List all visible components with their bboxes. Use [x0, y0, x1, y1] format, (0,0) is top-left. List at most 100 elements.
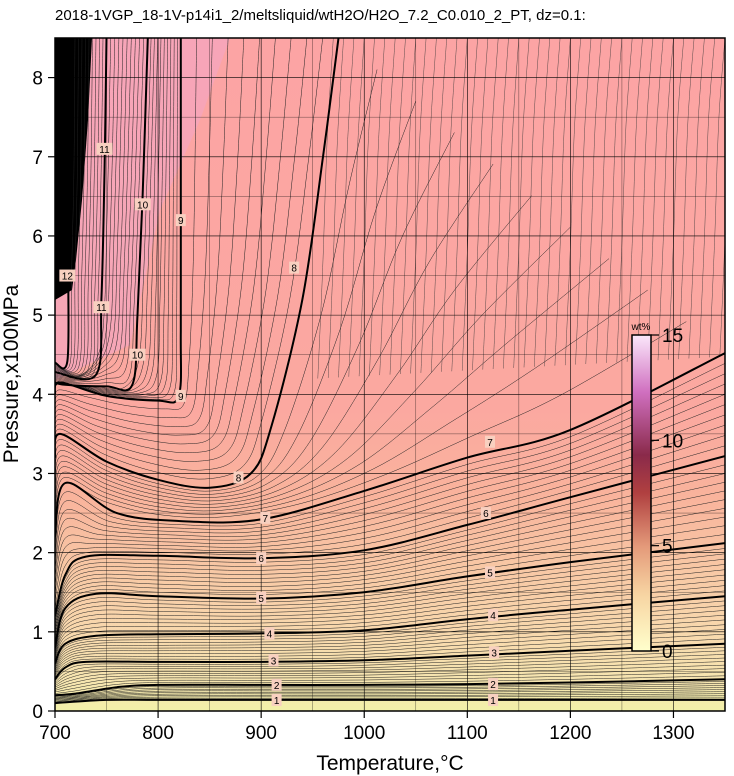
- contour-label-bg: [260, 511, 271, 524]
- contour-label-bg: [93, 301, 110, 314]
- contour-label-7: 7: [487, 438, 493, 449]
- fine-contour: [441, 38, 458, 372]
- colorbar-tick-label: 0: [662, 642, 673, 663]
- fine-contour: [55, 195, 532, 505]
- fine-contour: [55, 38, 132, 381]
- fine-contour: [626, 38, 643, 362]
- fine-contour: [55, 580, 725, 659]
- fine-contour: [317, 38, 334, 379]
- fine-contour: [55, 499, 725, 632]
- y-tick-label: 2: [32, 544, 43, 565]
- chart-title: 2018-1VGP_18-1V-p14i1_2/meltsliquid/wtH2…: [55, 7, 586, 24]
- colorbar-tick-label: 15: [662, 326, 683, 347]
- contour-label-4: 4: [267, 629, 273, 640]
- contour-label-11: 11: [99, 145, 110, 156]
- colorbar-label: wt%: [631, 322, 651, 333]
- fine-contour: [55, 163, 494, 502]
- fine-contour: [55, 691, 725, 701]
- x-tick-label: 700: [39, 723, 71, 744]
- fine-contour: [575, 38, 592, 365]
- fine-contour: [55, 481, 725, 626]
- contour-line-3: [55, 642, 725, 680]
- contour-label-11: 11: [96, 303, 107, 314]
- fine-contour: [55, 435, 725, 601]
- fine-contour: [55, 38, 308, 471]
- fine-contour: [503, 38, 519, 369]
- fine-contour: [348, 38, 365, 377]
- fine-contour: [420, 38, 437, 373]
- y-tick-label: 3: [32, 464, 43, 485]
- contour-label-bg: [268, 654, 279, 667]
- contour-label-bg: [489, 646, 500, 659]
- fine-contour: [55, 564, 725, 655]
- fine-contour: [55, 69, 378, 492]
- contour-label-bg: [488, 609, 499, 622]
- fine-contour: [709, 38, 725, 358]
- fine-contour: [55, 590, 725, 663]
- contour-label-5: 5: [258, 594, 264, 605]
- fine-contour: [55, 689, 725, 700]
- fine-contour: [55, 38, 100, 378]
- fine-contour: [55, 38, 86, 373]
- contour-line-6: [55, 455, 725, 617]
- fine-contour: [55, 534, 725, 645]
- contour-label-bg: [480, 507, 491, 520]
- contour-label-3: 3: [491, 648, 497, 659]
- fine-contour: [55, 464, 725, 620]
- contour-lines: [55, 38, 725, 705]
- x-tick-label: 1200: [549, 723, 591, 744]
- fine-contour: [462, 38, 478, 371]
- y-tick-label: 8: [32, 69, 43, 90]
- fine-contour: [55, 558, 725, 653]
- fine-contour: [55, 685, 725, 698]
- contour-label-bg: [488, 693, 499, 706]
- contour-label-2: 2: [274, 681, 280, 692]
- contour-label-7: 7: [262, 514, 268, 525]
- colorbar-tick-label: 10: [662, 431, 683, 452]
- fine-contour: [55, 675, 725, 694]
- axis-ticks: [48, 76, 675, 718]
- fine-contour: [534, 38, 550, 367]
- contour-label-bg: [271, 693, 282, 706]
- x-tick-label: 1100: [447, 723, 488, 744]
- fine-contour: [55, 693, 725, 701]
- fine-contour: [668, 38, 684, 360]
- fine-contour: [410, 38, 427, 374]
- contour-label-bg: [233, 471, 244, 484]
- fine-contour: [55, 394, 725, 569]
- x-tick-label: 900: [245, 723, 277, 744]
- fine-contour: [55, 585, 725, 661]
- fine-contour: [55, 624, 725, 674]
- colorbar-gradient: [631, 334, 652, 652]
- fine-contour: [55, 38, 97, 377]
- y-axis-label: Pressure,x100MPa: [0, 284, 23, 463]
- contour-label-bg: [96, 142, 113, 155]
- fine-contour: [55, 629, 725, 675]
- fine-contour: [55, 574, 725, 658]
- fine-contour: [55, 132, 455, 498]
- fine-contour: [55, 638, 725, 678]
- contour-line-5: [55, 542, 725, 648]
- fine-contour: [55, 321, 687, 529]
- fine-contour-lines: [55, 38, 725, 703]
- contour-label-bg: [289, 261, 300, 274]
- fine-contour: [637, 38, 653, 362]
- x-axis-label: Temperature,°C: [316, 752, 463, 775]
- fine-contour: [55, 38, 111, 377]
- fine-contour: [513, 38, 530, 368]
- contour-line-12: [55, 38, 73, 370]
- fine-contour: [55, 548, 725, 650]
- fine-contour: [55, 38, 323, 480]
- fine-contour: [678, 38, 695, 360]
- contour-label-4: 4: [490, 611, 496, 622]
- contour-line-8: [55, 38, 340, 489]
- y-tick-label: 4: [32, 385, 43, 406]
- fine-contour: [55, 605, 725, 667]
- fine-contour: [55, 226, 571, 508]
- fine-contour: [55, 633, 725, 677]
- fine-contour: [647, 38, 664, 361]
- contour-label-10: 10: [137, 200, 149, 211]
- colorbar: wt% 0 5 10 15: [631, 322, 684, 663]
- contour-label-bg: [129, 348, 146, 361]
